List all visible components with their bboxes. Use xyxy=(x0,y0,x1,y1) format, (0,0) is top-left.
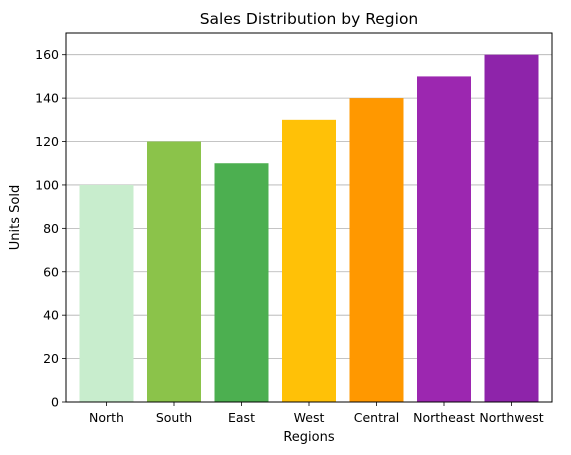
bar-northwest xyxy=(484,54,539,403)
x-tick-label: East xyxy=(228,410,255,425)
x-tick-label: North xyxy=(89,410,124,425)
x-tick-label: Northwest xyxy=(479,410,543,425)
x-axis-ticks: North South East West Central Northeast Northw… xyxy=(89,402,544,425)
y-tick-label: 20 xyxy=(43,351,59,366)
bar-east xyxy=(214,163,269,402)
x-tick-label: Central xyxy=(354,410,400,425)
y-tick-label: 0 xyxy=(51,395,59,410)
y-tick-label: 160 xyxy=(35,47,59,62)
x-tick-label: Northeast xyxy=(413,410,475,425)
y-tick-label: 40 xyxy=(43,308,59,323)
y-tick-label: 80 xyxy=(43,221,59,236)
y-tick-label: 120 xyxy=(35,134,59,149)
x-axis-label: Regions xyxy=(283,430,335,445)
bar-northeast xyxy=(417,76,471,402)
y-tick-label: 60 xyxy=(43,264,59,279)
chart-title: Sales Distribution by Region xyxy=(200,10,419,28)
bar-south xyxy=(147,141,201,402)
y-tick-label: 100 xyxy=(35,177,59,192)
x-tick-label: South xyxy=(156,410,192,425)
y-axis-ticks: 0 20 40 60 80 100 120 140 160 xyxy=(35,47,66,410)
bar-west xyxy=(282,119,336,402)
bars xyxy=(79,54,539,403)
y-axis-label: Units Sold xyxy=(8,185,23,250)
y-tick-label: 140 xyxy=(35,91,59,106)
x-tick-label: West xyxy=(294,410,325,425)
bar-central xyxy=(349,98,404,402)
bar-north xyxy=(79,184,134,402)
